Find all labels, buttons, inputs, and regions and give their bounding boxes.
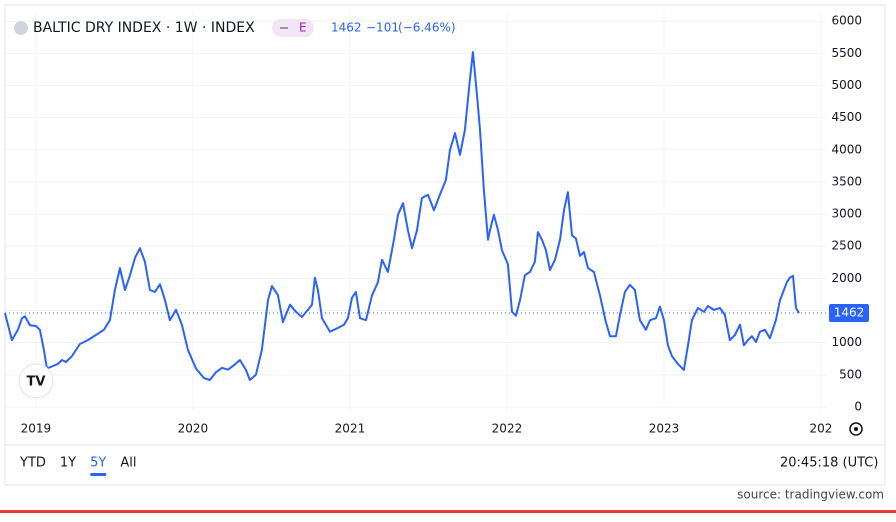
symbol-title: BALTIC DRY INDEX · 1W · INDEX	[33, 20, 255, 36]
range-button[interactable]: YTD	[19, 456, 46, 471]
clock: 20:45:18 (UTC)	[780, 456, 878, 471]
y-tick-label: 1000	[831, 335, 862, 349]
y-tick-label: 6000	[831, 14, 862, 28]
y-tick-label: 500	[839, 367, 862, 381]
x-tick-label: 2023	[649, 422, 680, 436]
x-tick-label: 2022	[492, 422, 523, 436]
settings-icon-dot	[854, 427, 858, 431]
widget-frame	[4, 4, 886, 486]
range-button[interactable]: 1Y	[60, 456, 76, 471]
y-tick-label: 5000	[831, 78, 862, 92]
y-tick-label: 2000	[831, 271, 862, 285]
y-tick-label: 0	[854, 399, 862, 413]
x-tick-label: 2020	[178, 422, 209, 436]
last-price: 1462	[331, 21, 362, 35]
y-tick-label: 3500	[831, 174, 862, 188]
x-tick-label: 2019	[21, 422, 52, 436]
y-tick-label: 3000	[831, 207, 862, 221]
badge-label: E	[299, 21, 307, 35]
last-price-tag	[829, 303, 869, 322]
price-change: −101	[366, 21, 399, 35]
price-line	[4, 51, 800, 381]
y-tick-label: 5500	[831, 46, 862, 60]
logo-text: TV	[27, 375, 46, 390]
y-tick-label: 2500	[831, 239, 862, 253]
last-price-tag-label: 1462	[834, 305, 865, 319]
y-tick-label: 4000	[831, 142, 862, 156]
logo	[18, 363, 54, 399]
range-button[interactable]: 5Y	[90, 456, 106, 471]
x-tick-label: 2021	[335, 422, 366, 436]
range-active-underline	[90, 473, 107, 476]
source: source: tradingview.com	[737, 488, 884, 502]
badge	[272, 19, 314, 37]
bottom-rule	[0, 510, 896, 513]
settings-icon[interactable]	[849, 422, 863, 436]
y-tick-label: 4500	[831, 110, 862, 124]
symbol-icon	[14, 21, 28, 35]
x-tick-label: 202	[810, 422, 833, 436]
price-change-pct: (−6.46%)	[398, 21, 456, 35]
plot-area	[4, 10, 826, 410]
range-button[interactable]: All	[120, 456, 136, 471]
